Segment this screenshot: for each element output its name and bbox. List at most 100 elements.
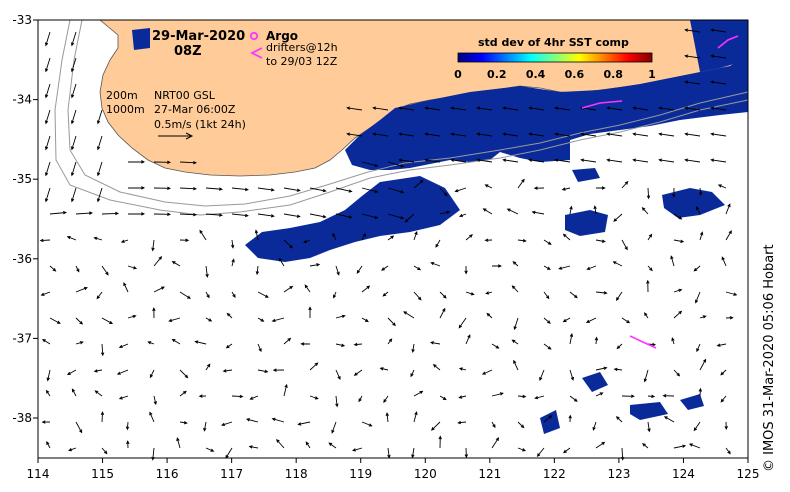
current-arrow <box>643 312 649 319</box>
current-arrow <box>335 265 340 276</box>
current-arrow <box>465 234 473 241</box>
current-arrow <box>580 158 597 163</box>
current-arrow <box>94 390 103 397</box>
current-arrow <box>372 132 389 137</box>
y-tick-label: -38 <box>12 411 32 425</box>
current-arrow <box>361 285 371 293</box>
current-arrow <box>346 132 363 137</box>
current-arrow <box>450 106 467 111</box>
drifter-marker-icon <box>249 47 263 59</box>
current-arrow <box>464 265 468 275</box>
plot-frame <box>37 19 749 459</box>
current-arrow <box>70 135 77 151</box>
current-arrow <box>710 106 727 111</box>
current-arrow <box>153 395 157 406</box>
current-arrow <box>257 187 275 192</box>
current-arrow <box>271 317 285 323</box>
x-tick-label: 114 <box>27 467 50 481</box>
current-arrow <box>672 187 676 198</box>
current-arrow <box>272 368 285 372</box>
current-arrow <box>539 369 545 382</box>
colorbar-tick-label: 0.4 <box>526 68 546 81</box>
current-arrow <box>96 135 103 151</box>
current-arrow <box>205 291 210 299</box>
current-arrow <box>361 421 373 427</box>
current-arrow <box>309 263 321 267</box>
current-arrow <box>430 262 441 267</box>
current-arrow <box>413 291 422 301</box>
current-arrow <box>75 341 84 345</box>
current-arrow <box>684 54 701 59</box>
current-arrow <box>66 236 77 241</box>
current-arrow <box>491 264 502 268</box>
current-arrow <box>484 184 493 189</box>
current-arrow <box>353 342 363 347</box>
current-arrow <box>199 229 207 241</box>
current-arrow <box>70 31 77 47</box>
current-arrow <box>226 312 233 319</box>
isobaths <box>54 19 749 216</box>
current-arrow <box>49 317 61 324</box>
current-arrow <box>512 261 519 267</box>
current-arrow <box>153 256 163 267</box>
current-arrow <box>615 416 623 423</box>
current-arrow <box>517 421 525 429</box>
current-arrow <box>439 291 447 299</box>
current-arrow <box>554 132 571 137</box>
current-arrow <box>491 392 504 397</box>
current-arrow <box>387 447 391 459</box>
current-arrow <box>151 239 155 252</box>
current-arrow <box>40 291 51 296</box>
current-arrow <box>304 284 311 293</box>
colorbar-gradient <box>457 52 653 63</box>
current-arrow <box>100 411 105 423</box>
current-arrow <box>335 187 353 193</box>
current-arrow <box>486 312 493 319</box>
time-label: 08Z <box>174 44 202 59</box>
current-arrow <box>179 291 191 299</box>
x-tick-label: 120 <box>414 467 437 481</box>
current-arrow <box>75 286 88 293</box>
current-arrow <box>411 343 415 354</box>
current-arrow <box>543 343 552 350</box>
current-arrow <box>670 255 675 267</box>
current-arrow <box>502 132 519 137</box>
current-arrow <box>385 412 389 423</box>
current-arrow <box>39 238 51 243</box>
y-tick-label: -35 <box>12 172 32 186</box>
current-arrow <box>569 395 578 402</box>
current-arrow <box>528 132 545 137</box>
current-arrow <box>562 317 571 323</box>
current-arrow <box>569 291 578 299</box>
current-arrow <box>149 411 155 423</box>
current-arrow <box>331 421 337 434</box>
current-arrow <box>646 187 651 200</box>
current-arrow <box>153 186 172 190</box>
date-label: 29-Mar-2020 <box>152 29 245 44</box>
current-arrow <box>387 161 405 168</box>
current-arrow <box>482 208 493 215</box>
current-arrow <box>658 158 675 163</box>
current-arrow <box>70 57 77 73</box>
x-tick-label: 117 <box>220 467 243 481</box>
current-arrow <box>283 187 301 192</box>
current-arrow <box>96 291 103 300</box>
current-arrow <box>45 389 51 397</box>
current-arrow <box>586 265 597 270</box>
current-arrow <box>257 213 275 218</box>
current-arrow <box>457 420 467 425</box>
current-arrow <box>171 338 181 345</box>
sst-std-patches <box>132 20 748 434</box>
current-arrow <box>710 132 727 137</box>
current-arrow <box>358 395 363 403</box>
current-arrow <box>245 418 259 423</box>
current-arrow <box>205 213 223 217</box>
current-arrow <box>606 132 623 137</box>
current-arrow <box>68 447 77 452</box>
scale-arrow <box>158 132 194 140</box>
current-arrow <box>41 338 51 345</box>
current-arrow <box>698 187 703 197</box>
current-arrow <box>554 106 571 111</box>
current-arrow <box>725 291 738 296</box>
current-arrow <box>179 160 198 165</box>
